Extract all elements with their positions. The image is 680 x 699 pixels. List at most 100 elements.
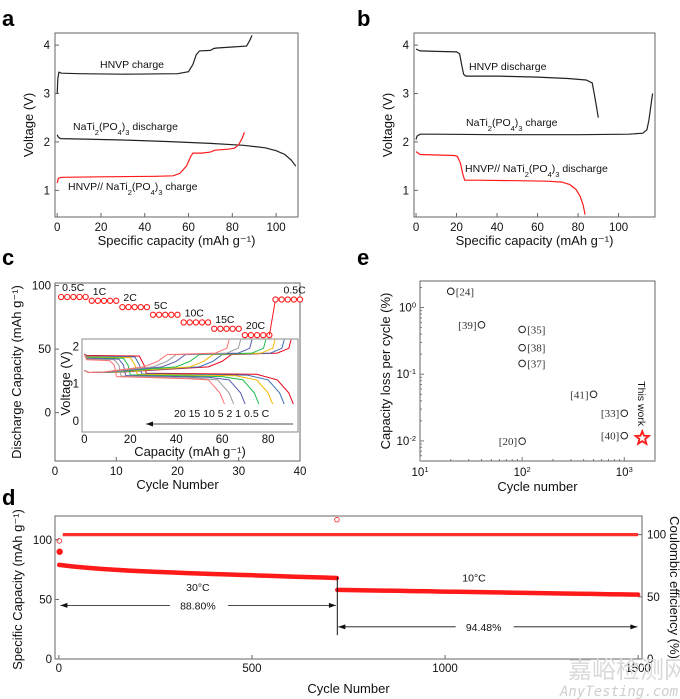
rate-label: 2C: [123, 292, 137, 304]
rate-recovery-line: [268, 299, 276, 336]
literature-point: [518, 437, 526, 446]
literature-point: [518, 359, 526, 368]
x-tick-label: 10: [110, 466, 123, 478]
y-tick-label: 100: [399, 300, 416, 315]
rate-point: [57, 293, 65, 301]
y-axis-label: Capacity loss per cycle (%): [378, 293, 393, 450]
rate-point: [168, 311, 175, 318]
rate-point: [88, 297, 95, 304]
x-tick-label: 102: [514, 465, 531, 480]
series-line-1: [415, 48, 599, 118]
x-tick-label: 40: [138, 222, 151, 234]
series-annotation-3: HNVP// NaTi2(PO4)3 charge: [68, 181, 198, 197]
plot-frame: [419, 280, 656, 462]
rate-point: [272, 296, 279, 303]
inset-rate-legend: 20 15 10 5 2 1 0.5 C: [174, 408, 270, 420]
watermark: 嘉峪检测网 AnyTesting.com: [559, 656, 680, 699]
inset-discharge-curve-2C: [83, 353, 274, 405]
rate-point: [131, 304, 138, 311]
series-line-2: [415, 93, 654, 140]
this-work-star-marker: [633, 428, 652, 446]
y-tick-label: 1: [403, 185, 409, 197]
rate-point: [113, 297, 120, 304]
series-line-3: [56, 132, 245, 184]
y-tick-label: 1: [44, 185, 50, 197]
panel-b-voltage-profiles-discharge: b 0 20 40 60 80 100 1 2 3 4 Specific capacity (mAh …: [357, 6, 656, 248]
inset-discharge-curve-20C: [83, 353, 225, 405]
rate-point: [284, 296, 291, 303]
x-axis-label: Cycle Number: [307, 681, 390, 696]
x-tick-label: 1500: [625, 663, 651, 675]
rate-point: [186, 319, 193, 326]
x-tick-label: 80: [572, 222, 585, 234]
retention-label-30c: 88.80%: [180, 600, 216, 612]
x-tick-label: 0: [56, 663, 62, 675]
inset-x-tick-label: 20: [124, 434, 137, 446]
x-tick-label: 30: [232, 466, 245, 478]
rate-label: 5C: [154, 300, 168, 312]
watermark-cn: 嘉峪检测网: [568, 656, 680, 684]
rate-label: 0.5C: [62, 282, 85, 294]
inset-x-tick-label: 80: [262, 434, 275, 446]
x-tick-label: 0: [52, 466, 58, 478]
x-tick-label: 100: [267, 222, 286, 234]
x-tick-label: 80: [226, 222, 239, 234]
panel-e-capacity-loss-comparison: e 101 102 103 100 10-1 10-2 Cycle number Capacit…: [357, 245, 656, 494]
series-annotation-2: NaTi2(PO4)3 discharge: [73, 121, 178, 137]
y-tick-label: 2: [403, 137, 409, 149]
x-axis-label: Specific capacity (mAh g⁻¹): [98, 233, 256, 248]
reference-label: [39]: [458, 320, 476, 332]
rate-point: [100, 297, 108, 304]
rate-point: [229, 325, 236, 332]
y2-tick-label: 100: [647, 530, 666, 542]
rate-point: [125, 304, 132, 311]
plot-frame: [54, 32, 299, 218]
panel-a-voltage-profiles-charge: a 0 20 40 60 80 100 1 2 3 4 Specific capacity (mAh …: [2, 6, 299, 248]
rate-point: [119, 304, 126, 311]
capacity-series-segment-1: [56, 562, 340, 581]
y-tick-label: 50: [38, 344, 51, 356]
reference-label: [35]: [527, 324, 545, 336]
reference-label: [37]: [527, 358, 545, 370]
rate-point: [82, 293, 89, 301]
rate-point: [70, 293, 77, 301]
x-tick-label: 0: [54, 222, 60, 234]
rate-point: [149, 311, 157, 318]
inset-x-tick-label: 60: [216, 434, 229, 446]
x-tick-label: 101: [412, 465, 429, 480]
reference-label: [40]: [601, 431, 619, 443]
inset-discharge-curve-0.5C: [84, 353, 294, 405]
literature-point: [620, 431, 629, 440]
series-annotation-2: NaTi2(PO4)3 charge: [466, 117, 558, 133]
y-axis-label: Voltage (V): [380, 93, 395, 157]
literature-point: [589, 390, 598, 399]
literature-point: [446, 287, 455, 296]
y2-axis-label: Coulombic efficiency (%): [667, 516, 680, 659]
literature-point: [620, 409, 629, 418]
inset-x-tick-label: 0: [81, 434, 87, 446]
panel-label: b: [357, 6, 370, 31]
rate-point: [260, 331, 267, 339]
series-line-2: [56, 134, 297, 167]
rate-point: [174, 311, 181, 318]
reference-label: [20]: [499, 436, 517, 448]
x-tick-label: 20: [95, 222, 108, 234]
plot-frame: [54, 515, 643, 660]
y-tick-label: 100: [32, 281, 51, 293]
initial-capacity-point: [56, 548, 63, 555]
temperature-label-10c: 10°C: [462, 573, 486, 585]
x-tick-label: 0: [413, 222, 419, 234]
rate-point: [253, 331, 261, 339]
panel-label: d: [2, 485, 15, 510]
y-tick-label: 4: [44, 40, 51, 52]
reference-label: [24]: [456, 286, 474, 298]
inset-y-tick-label: 2: [73, 341, 79, 353]
rate-point: [247, 331, 255, 339]
reference-label: [41]: [570, 389, 588, 401]
x-tick-label: 500: [242, 663, 261, 675]
y-tick-label: 2: [44, 137, 50, 149]
this-work-label: This work: [635, 381, 647, 427]
reference-label: [33]: [601, 408, 619, 420]
rate-label: 20C: [246, 320, 266, 332]
